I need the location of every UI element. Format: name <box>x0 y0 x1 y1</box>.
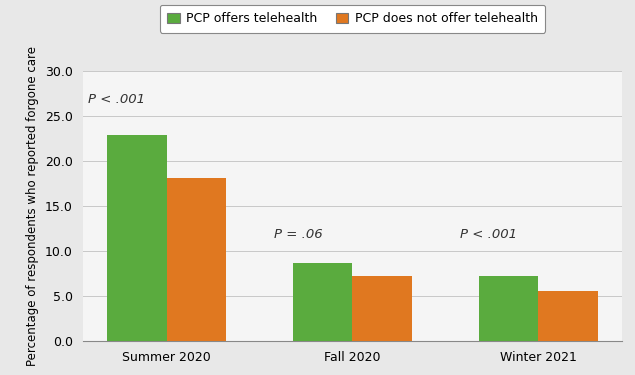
Y-axis label: Percentage of respondents who reported forgone care: Percentage of respondents who reported f… <box>27 46 39 366</box>
Bar <box>352 276 412 341</box>
Bar <box>538 291 598 341</box>
Bar <box>293 263 352 341</box>
Bar <box>107 135 166 341</box>
Text: P < .001: P < .001 <box>88 93 145 106</box>
Text: P = .06: P = .06 <box>274 228 323 241</box>
Bar <box>479 276 538 341</box>
Text: P < .001: P < .001 <box>460 228 518 241</box>
Legend: PCP offers telehealth, PCP does not offer telehealth: PCP offers telehealth, PCP does not offe… <box>159 4 545 33</box>
Bar <box>166 178 226 341</box>
